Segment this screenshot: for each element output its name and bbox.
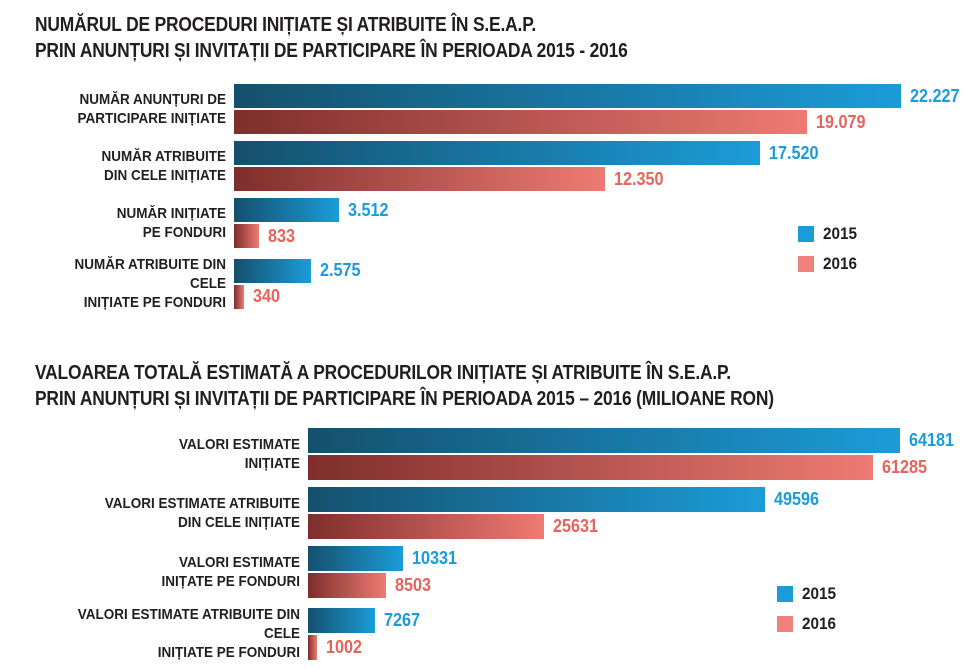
chart2-group-valori-atribuite-fonduri: VALORI ESTIMATE ATRIBUITE DIN CELE INIȚI… (20, 605, 959, 662)
category-label: NUMĂR INIȚIATE PE FONDURI (116, 205, 226, 241)
bar-value-label: 49596 (774, 489, 820, 509)
chart1-title-line1: NUMĂRUL DE PROCEDURI INIȚIATE ȘI ATRIBUI… (35, 14, 537, 36)
chart1-title: NUMĂRUL DE PROCEDURI INIȚIATE ȘI ATRIBUI… (35, 12, 628, 64)
category-label: VALORI ESTIMATE INIȚIATE (178, 436, 300, 472)
bar-value-label: 7267 (384, 609, 421, 630)
bar-value-label: 22.227 (910, 85, 960, 106)
bar-value-label: 10331 (412, 548, 458, 568)
bar-value-label: 25631 (553, 516, 599, 536)
chart1-group-anunturi-initiate: NUMĂR ANUNȚURI DE PARTICIPARE INIȚIATE 2… (30, 84, 965, 134)
category-label: VALORI ESTIMATE INIȚATE PE FONDURI (161, 554, 300, 590)
chart2-group-valori-initiate-fonduri: VALORI ESTIMATE INIȚATE PE FONDURI 10331… (20, 546, 959, 598)
bar-value-label: 17.520 (769, 142, 819, 163)
chart1-group-atribuite-fonduri: NUMĂR ATRIBUITE DIN CELE INIȚIATE PE FON… (30, 255, 965, 312)
legend-swatch-2016 (798, 256, 814, 272)
bar-value-label: 61285 (882, 457, 928, 477)
chart1-group-atribuite: NUMĂR ATRIBUITE DIN CELE INIȚIATE 17.520… (30, 141, 965, 191)
chart1-legend: 2015 2016 (798, 224, 861, 274)
chart2-group-valori-atribuite: VALORI ESTIMATE ATRIBUITE DIN CELE INIȚI… (20, 487, 959, 539)
chart2-legend: 2015 2016 (777, 584, 840, 634)
bar-2016 (308, 455, 873, 480)
bar-2015 (234, 198, 339, 222)
bar-2015 (234, 258, 311, 283)
category-label: VALORI ESTIMATE ATRIBUITE DIN CELE INIȚI… (104, 495, 300, 531)
bar-2015 (308, 546, 403, 571)
chart2-title: VALOAREA TOTALĂ ESTIMATĂ A PROCEDURILOR … (35, 360, 774, 412)
chart2-title-line2: PRIN ANUNȚURI ȘI INVITAȚII DE PARTICIPAR… (35, 388, 774, 410)
bar-value-label: 1002 (326, 636, 363, 657)
bar-2016 (234, 167, 605, 191)
legend-label-2016: 2016 (802, 614, 837, 633)
chart2-bars-area: VALORI ESTIMATE INIȚIATE 64181 61285 VAL… (20, 428, 959, 669)
bar-2016 (308, 634, 317, 660)
chart1-bars-area: NUMĂR ANUNȚURI DE PARTICIPARE INIȚIATE 2… (30, 84, 965, 319)
legend-label-2015: 2015 (823, 224, 858, 243)
category-label: NUMĂR ANUNȚURI DE PARTICIPARE INIȚIATE (77, 91, 227, 127)
category-label: VALORI ESTIMATE ATRIBUITE DIN CELE INIȚI… (77, 606, 300, 661)
bar-2015 (308, 607, 375, 633)
bar-value-label: 340 (253, 286, 281, 306)
bar-2016 (234, 224, 259, 248)
bar-2015 (234, 141, 760, 165)
chart2-title-line1: VALOAREA TOTALĂ ESTIMATĂ A PROCEDURILOR … (35, 362, 731, 384)
bar-2015 (234, 84, 901, 108)
bar-2016 (308, 573, 386, 598)
legend-label-2015: 2015 (802, 584, 837, 603)
category-label: NUMĂR ATRIBUITE DIN CELE INIȚIATE PE FON… (74, 256, 226, 311)
legend-item-2016: 2016 (777, 614, 840, 634)
chart1-group-initiate-fonduri: NUMĂR INIȚIATE PE FONDURI 3.512 833 (30, 198, 965, 248)
bar-value-label: 8503 (395, 575, 432, 595)
bar-value-label: 19.079 (816, 111, 866, 132)
legend-item-2016: 2016 (798, 254, 861, 274)
chart1-title-line2: PRIN ANUNȚURI ȘI INVITAȚII DE PARTICIPAR… (35, 40, 628, 62)
legend-swatch-2015 (798, 226, 814, 242)
legend-swatch-2015 (777, 586, 793, 602)
bar-2015 (308, 487, 765, 512)
category-label: NUMĂR ATRIBUITE DIN CELE INIȚIATE (101, 148, 226, 184)
bar-2016 (234, 284, 244, 309)
bar-value-label: 833 (268, 225, 296, 246)
legend-item-2015: 2015 (777, 584, 840, 604)
bar-value-label: 2.575 (320, 260, 361, 280)
legend-item-2015: 2015 (798, 224, 861, 244)
bar-value-label: 64181 (909, 430, 955, 450)
legend-swatch-2016 (777, 616, 793, 632)
bar-2016 (234, 110, 807, 134)
bar-2015 (308, 428, 900, 453)
legend-label-2016: 2016 (823, 254, 858, 273)
bar-value-label: 12.350 (614, 168, 664, 189)
chart2-group-valori-initiate: VALORI ESTIMATE INIȚIATE 64181 61285 (20, 428, 959, 480)
bar-2016 (308, 514, 544, 539)
bar-value-label: 3.512 (348, 199, 389, 220)
